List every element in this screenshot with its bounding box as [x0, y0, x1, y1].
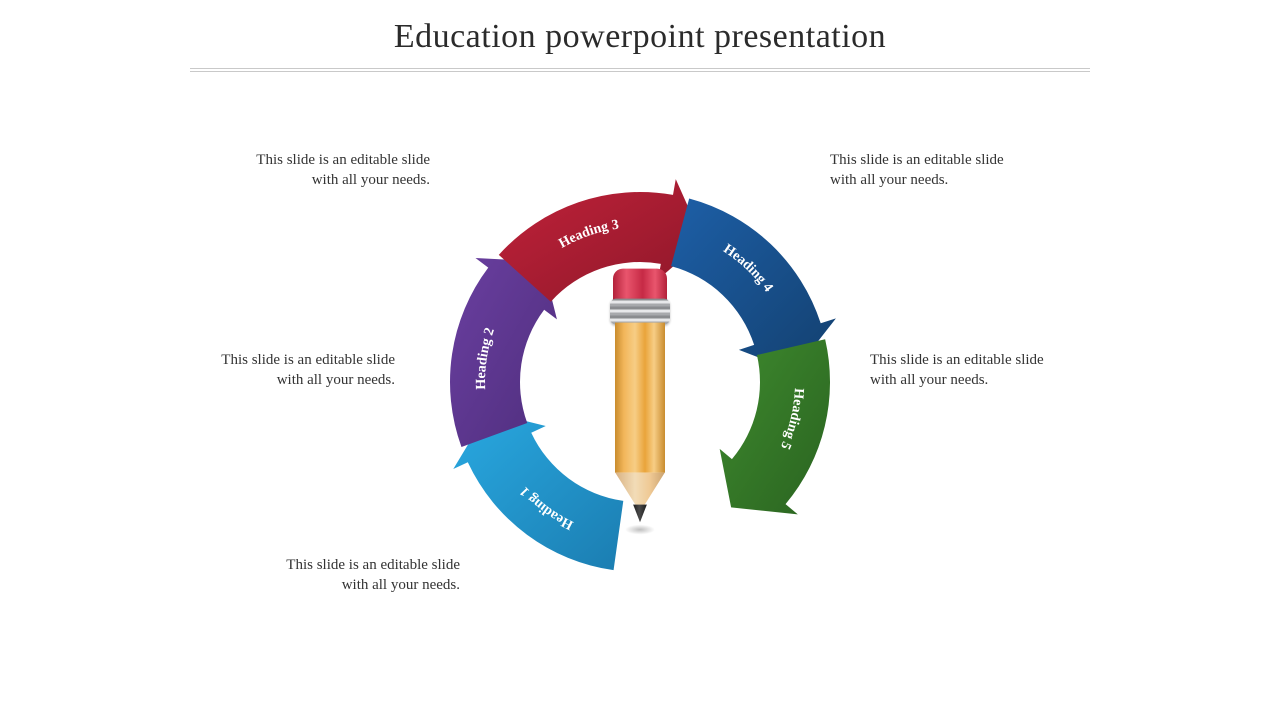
description-text-2: This slide is an editable slidewith all …	[135, 350, 395, 391]
description-text-4: This slide is an editable slidewith all …	[830, 150, 1090, 191]
description-text-1: This slide is an editable slidewith all …	[170, 150, 430, 191]
title-underline	[190, 68, 1090, 72]
slide: Education powerpoint presentation This s…	[0, 0, 1280, 720]
cycle-arrow-5	[720, 339, 830, 514]
description-text-5: This slide is an editable slidewith all …	[870, 350, 1130, 391]
description-text-3: This slide is an editable slidewith all …	[200, 555, 460, 596]
pencil-icon	[607, 268, 673, 538]
slide-title: Education powerpoint presentation	[0, 18, 1280, 56]
cycle-diagram: Heading 1Heading 2Heading 3Heading 4Head…	[430, 172, 850, 592]
